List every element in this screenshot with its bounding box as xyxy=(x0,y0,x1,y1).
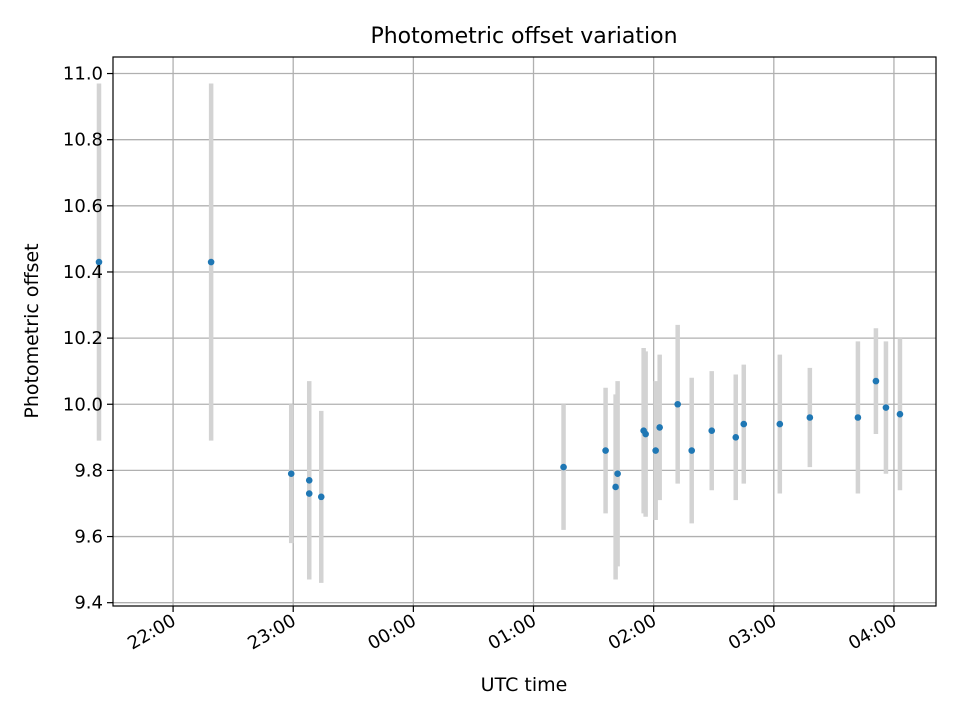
data-point xyxy=(806,414,814,421)
data-point xyxy=(95,258,103,266)
data-point xyxy=(674,400,681,408)
y-tick-label: 10.2 xyxy=(63,328,103,349)
data-point xyxy=(305,477,313,484)
y-tick-label: 10.0 xyxy=(63,394,103,415)
data-point xyxy=(854,414,862,421)
data-point xyxy=(614,470,621,478)
data-point xyxy=(740,420,748,428)
y-tick-label: 10.8 xyxy=(63,130,103,151)
data-point xyxy=(287,470,295,478)
data-point xyxy=(776,420,784,428)
data-point xyxy=(305,490,313,497)
y-tick-label: 10.4 xyxy=(63,262,103,283)
data-point xyxy=(896,410,904,418)
x-axis-label: UTC time xyxy=(481,674,568,696)
grid-lines xyxy=(113,57,936,606)
data-point xyxy=(652,447,659,454)
data-point xyxy=(612,483,619,491)
data-point xyxy=(882,404,890,411)
chart-title: Photometric offset variation xyxy=(370,24,677,49)
y-axis-label: Photometric offset xyxy=(21,243,43,418)
data-point xyxy=(732,434,740,441)
plot-frame xyxy=(112,56,937,607)
data-points xyxy=(95,258,904,501)
data-point xyxy=(602,447,609,454)
data-point xyxy=(656,424,663,431)
y-tick-label: 9.8 xyxy=(74,460,103,481)
data-point xyxy=(207,258,215,266)
data-point xyxy=(642,430,649,438)
y-axis-ticks: 9.4 9.6 9.8 10.0 10.2 10.4 10.6 10.8 11.0 xyxy=(63,64,113,614)
y-tick-label: 9.4 xyxy=(74,593,103,614)
y-tick-label: 11.0 xyxy=(63,64,103,85)
data-point xyxy=(317,493,325,501)
data-point xyxy=(708,427,716,435)
y-tick-label: 9.6 xyxy=(74,527,103,548)
data-point xyxy=(688,447,696,454)
y-tick-label: 10.6 xyxy=(63,196,103,217)
data-point xyxy=(872,377,880,385)
data-point xyxy=(560,463,567,471)
